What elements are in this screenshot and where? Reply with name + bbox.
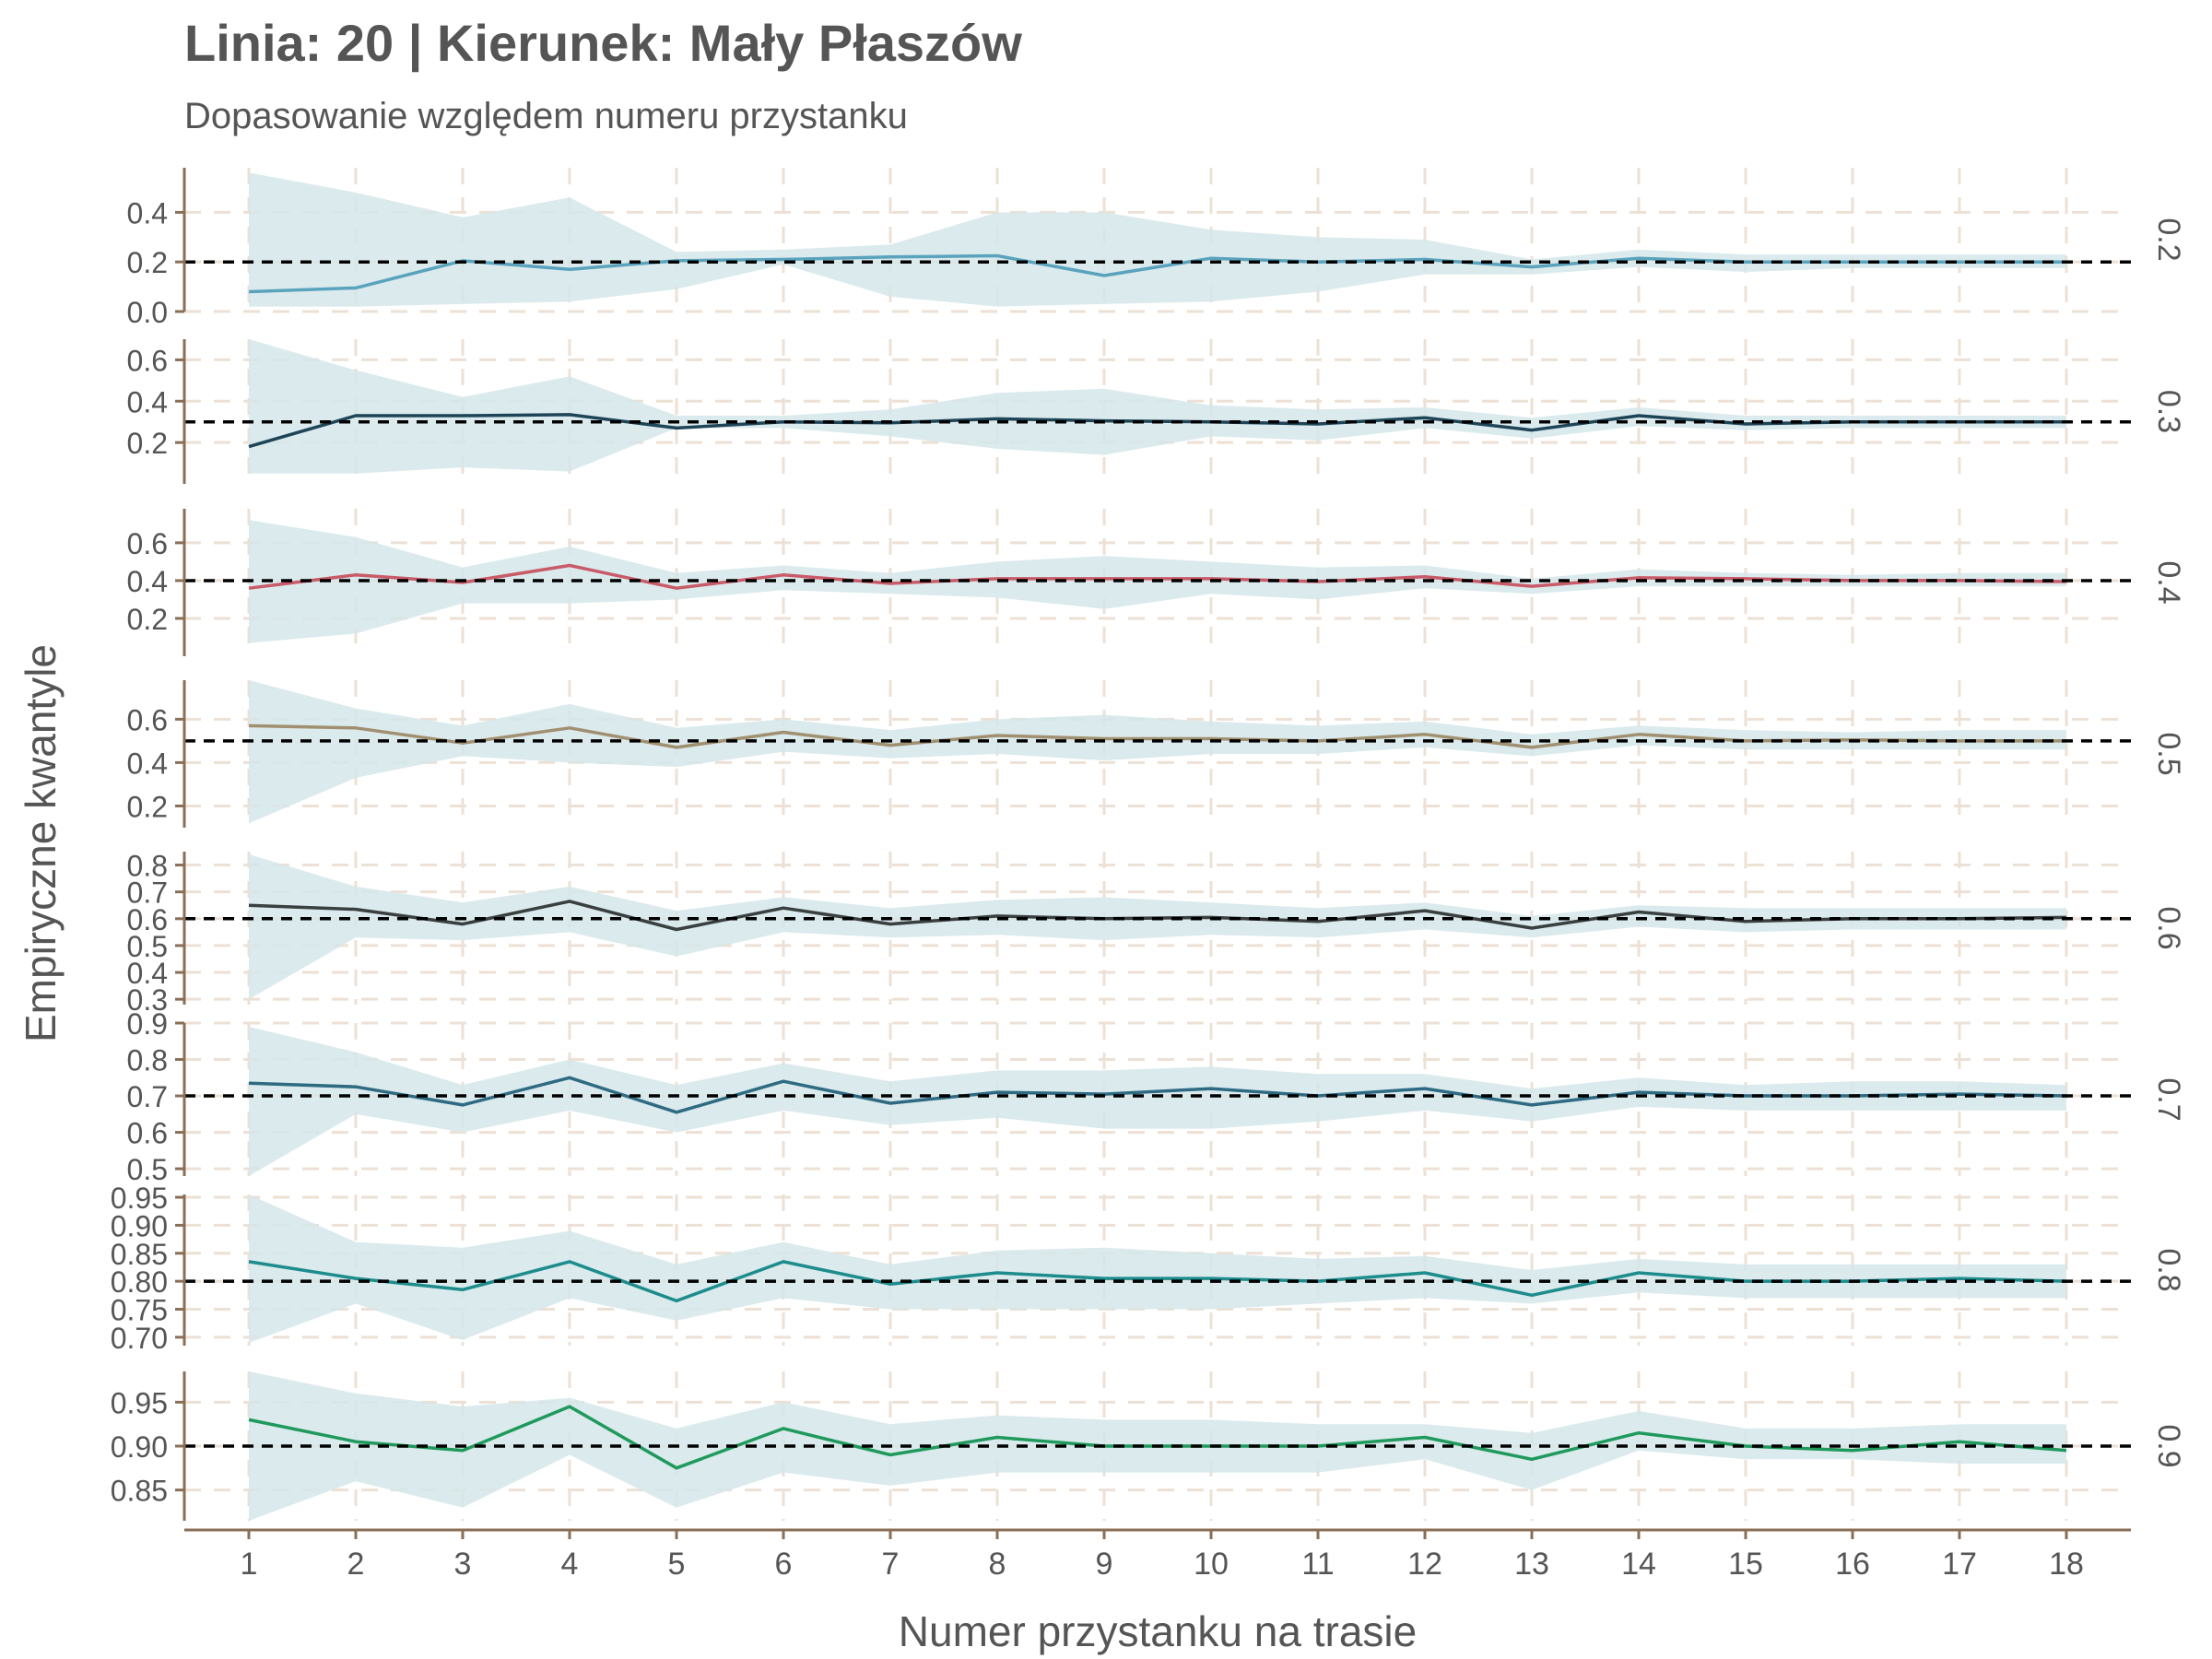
y-tick-label: 0.6 xyxy=(127,527,168,560)
y-tick-label: 0.5 xyxy=(127,1153,168,1186)
x-axis-title: Numer przystanku na trasie xyxy=(899,1607,1417,1655)
y-tick-label: 0.90 xyxy=(111,1209,168,1242)
y-tick-label: 0.4 xyxy=(127,385,168,418)
y-tick-label: 0.95 xyxy=(111,1182,168,1215)
confidence-band xyxy=(249,172,2066,307)
y-tick-label: 0.75 xyxy=(111,1294,168,1327)
x-tick-label: 9 xyxy=(1096,1547,1113,1582)
x-tick-label: 6 xyxy=(775,1547,793,1582)
confidence-band xyxy=(249,339,2066,474)
x-tick-label: 5 xyxy=(668,1547,686,1582)
x-tick-label: 3 xyxy=(454,1547,472,1582)
facet-panel: 0.2 0.4 0.6 0.3 xyxy=(127,339,2186,484)
facet-label: 0.6 xyxy=(2151,906,2186,949)
x-tick-label: 12 xyxy=(1407,1547,1442,1582)
y-tick-label: 0.4 xyxy=(127,747,168,780)
chart-subtitle: Dopasowanie względem numeru przystanku xyxy=(184,96,908,136)
facet-panel: 0.0 0.2 0.4 0.2 xyxy=(127,168,2186,329)
confidence-band xyxy=(249,680,2066,824)
series-line xyxy=(248,253,2066,294)
x-tick-label: 17 xyxy=(1942,1547,1977,1582)
y-tick-label: 0.6 xyxy=(127,703,168,736)
facet-panel: 0.30.40.50.60.70.80.6 xyxy=(127,850,2186,1018)
x-tick-label: 2 xyxy=(347,1547,365,1582)
confidence-band xyxy=(249,1027,2066,1176)
facet-panel: 0.2 0.4 0.6 0.4 xyxy=(127,509,2186,656)
y-tick-label: 0.9 xyxy=(127,1007,168,1041)
facet-panel: 0.50.60.70.80.90.7 xyxy=(127,1007,2186,1186)
facet-label: 0.2 xyxy=(2151,218,2186,261)
y-tick-label: 0.2 xyxy=(127,790,168,823)
series-line xyxy=(248,1260,2067,1303)
facet-panel: 0.2 0.4 0.6 0.5 xyxy=(127,680,2186,828)
y-tick-label: 0.85 xyxy=(111,1475,168,1508)
x-tick-label: 15 xyxy=(1728,1547,1763,1582)
y-tick-label: 0.5 xyxy=(127,930,168,963)
x-tick-label: 1 xyxy=(241,1547,258,1582)
facet-label: 0.7 xyxy=(2151,1077,2186,1121)
facet-label: 0.4 xyxy=(2151,560,2186,604)
y-tick-label: 0.8 xyxy=(127,1044,168,1077)
facet-label: 0.8 xyxy=(2151,1248,2186,1291)
y-tick-label: 0.6 xyxy=(127,344,168,377)
y-tick-label: 0.80 xyxy=(111,1265,168,1299)
x-tick-label: 16 xyxy=(1835,1547,1870,1582)
series-line xyxy=(248,724,2066,749)
y-tick-label: 0.95 xyxy=(111,1386,168,1419)
facet-label: 0.5 xyxy=(2151,732,2186,775)
y-tick-label: 0.4 xyxy=(127,196,168,229)
facet-label: 0.3 xyxy=(2151,390,2186,433)
facet-panel: 0.85 0.90 0.95 0.9 xyxy=(111,1371,2186,1521)
y-tick-label: 0.8 xyxy=(127,850,168,883)
chart-title: Linia: 20 | Kierunek: Mały Płaszów xyxy=(184,14,1022,72)
y-tick-label: 0.90 xyxy=(111,1430,168,1464)
series-line xyxy=(248,563,2067,590)
y-tick-label: 0.3 xyxy=(127,983,168,1017)
facet-panel: 0.700.750.800.850.900.95 0.8 xyxy=(111,1182,2186,1355)
y-tick-label: 0.2 xyxy=(127,427,168,460)
x-tick-label: 13 xyxy=(1514,1547,1549,1582)
x-tick-label: 11 xyxy=(1301,1547,1334,1582)
y-tick-label: 0.7 xyxy=(127,877,168,910)
y-tick-label: 0.2 xyxy=(127,246,168,279)
x-tick-label: 18 xyxy=(2049,1547,2084,1582)
y-axis-title: Empiryczne kwantyle xyxy=(17,644,65,1042)
x-tick-label: 8 xyxy=(989,1547,1006,1582)
y-tick-label: 0.85 xyxy=(111,1238,168,1271)
confidence-band xyxy=(249,853,2066,1000)
y-tick-label: 0.70 xyxy=(111,1322,168,1355)
series-line xyxy=(248,1076,2067,1114)
y-tick-label: 0.4 xyxy=(127,957,168,990)
y-tick-label: 0.4 xyxy=(127,565,168,598)
y-tick-label: 0.7 xyxy=(127,1080,168,1113)
y-tick-label: 0.6 xyxy=(127,903,168,936)
y-tick-label: 0.2 xyxy=(127,603,168,636)
x-tick-label: 14 xyxy=(1621,1547,1656,1582)
confidence-band xyxy=(249,1194,2066,1343)
y-tick-label: 0.0 xyxy=(127,296,168,329)
y-tick-label: 0.6 xyxy=(127,1117,168,1150)
x-tick-label: 10 xyxy=(1194,1547,1229,1582)
facet-label: 0.9 xyxy=(2151,1424,2186,1467)
x-tick-label: 4 xyxy=(561,1547,579,1582)
x-tick-label: 7 xyxy=(882,1547,900,1582)
